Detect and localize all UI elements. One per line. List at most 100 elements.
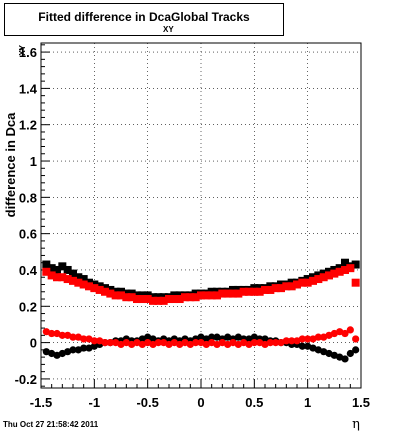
data-point-square xyxy=(202,291,211,300)
data-point-circle xyxy=(314,333,322,341)
data-point-circle xyxy=(288,337,296,345)
x-tick-label: -0.5 xyxy=(136,395,158,410)
y-tick-label: 1.4 xyxy=(19,81,38,96)
x-tick-label: -1 xyxy=(89,395,101,410)
data-point-square xyxy=(282,282,291,291)
data-point-circle xyxy=(208,333,216,341)
data-point-square xyxy=(298,278,307,287)
data-point-circle xyxy=(352,335,360,343)
data-point-square xyxy=(181,293,189,302)
y-tick-label: 0.8 xyxy=(19,190,37,205)
y-tick-label: 1.6 xyxy=(19,45,37,60)
x-tick-label: 0 xyxy=(197,395,204,410)
data-point-square xyxy=(309,276,317,285)
data-point-square xyxy=(58,262,67,271)
data-point-square xyxy=(74,278,83,287)
data-point-square xyxy=(250,287,259,296)
chart-title-suffix: Global Tracks xyxy=(171,10,250,24)
data-point-square xyxy=(90,284,99,293)
data-point-square xyxy=(117,291,125,300)
data-point-circle xyxy=(352,346,360,354)
data-point-square xyxy=(261,285,269,294)
data-point-square xyxy=(351,278,360,287)
data-point-square xyxy=(245,287,253,296)
data-point-square xyxy=(223,289,232,298)
data-point-circle xyxy=(346,349,354,358)
data-point-square xyxy=(255,287,264,296)
data-point-square xyxy=(159,296,168,305)
data-point-square xyxy=(287,282,296,291)
chart-title: Fitted difference in Dca xyxy=(38,10,171,24)
data-point-circle xyxy=(272,339,280,347)
data-point-square xyxy=(154,296,163,305)
data-point-square xyxy=(346,264,355,273)
y-axis-label-subscript: XY xyxy=(18,44,27,55)
x-tick-label: -1.5 xyxy=(30,395,52,410)
data-point-circle xyxy=(58,331,66,339)
data-point-square xyxy=(293,280,301,289)
data-point-square xyxy=(149,296,157,305)
data-point-circle xyxy=(80,335,88,343)
data-point-square xyxy=(213,291,221,300)
data-point-square xyxy=(47,264,56,273)
data-point-circle xyxy=(101,339,109,347)
data-point-circle xyxy=(69,346,77,354)
data-point-circle xyxy=(48,329,56,338)
y-tick-label: 1 xyxy=(30,154,37,169)
y-tick-label: 0 xyxy=(30,336,37,351)
data-point-square xyxy=(325,271,333,280)
x-tick-label: 1.5 xyxy=(352,395,370,410)
data-point-circle xyxy=(298,342,306,350)
data-point-circle xyxy=(250,339,258,347)
data-point-square xyxy=(319,273,328,282)
data-point-square xyxy=(47,271,56,280)
data-point-square xyxy=(74,273,83,282)
data-point-square xyxy=(138,295,147,304)
timestamp: Thu Oct 27 21:58:42 2011 xyxy=(3,420,99,429)
data-point-square xyxy=(335,267,344,276)
y-tick-label: -0.2 xyxy=(15,372,37,387)
x-axis-label: η xyxy=(352,417,360,432)
data-point-square xyxy=(314,275,323,284)
data-point-square xyxy=(165,295,173,304)
data-point-square xyxy=(95,285,104,294)
data-point-square xyxy=(101,287,109,296)
data-point-square xyxy=(271,284,280,293)
data-point-square xyxy=(266,285,275,294)
data-point-square xyxy=(79,280,88,289)
data-point-square xyxy=(53,273,61,282)
data-point-circle xyxy=(298,335,306,343)
data-point-square xyxy=(69,276,77,285)
data-point-square xyxy=(69,269,77,278)
data-point-square xyxy=(341,258,349,267)
data-point-square xyxy=(234,289,243,298)
data-point-square xyxy=(186,293,195,302)
data-point-square xyxy=(207,291,216,300)
data-point-square xyxy=(106,289,115,298)
data-point-square xyxy=(239,287,248,296)
data-point-circle xyxy=(282,337,290,345)
data-point-square xyxy=(351,260,360,269)
x-tick-label: 0.5 xyxy=(245,395,263,410)
data-point-circle xyxy=(69,333,77,341)
data-point-square xyxy=(229,289,237,298)
data-point-square xyxy=(58,273,67,282)
data-point-circle xyxy=(266,339,274,347)
data-point-circle xyxy=(346,326,354,334)
data-point-circle xyxy=(106,339,114,347)
data-point-square xyxy=(63,265,72,274)
data-point-circle xyxy=(304,335,312,343)
chart-title-subscript: XY xyxy=(163,25,174,34)
data-point-square xyxy=(85,282,93,291)
data-point-square xyxy=(218,289,227,298)
y-tick-label: 1.2 xyxy=(19,118,37,133)
data-point-circle xyxy=(341,355,349,363)
y-tick-label: 0.6 xyxy=(19,227,37,242)
data-point-square xyxy=(42,260,51,269)
data-point-circle xyxy=(80,344,88,352)
data-point-square xyxy=(341,265,349,274)
data-point-circle xyxy=(154,339,162,347)
data-point-square xyxy=(79,275,88,284)
data-point-square xyxy=(330,269,339,278)
